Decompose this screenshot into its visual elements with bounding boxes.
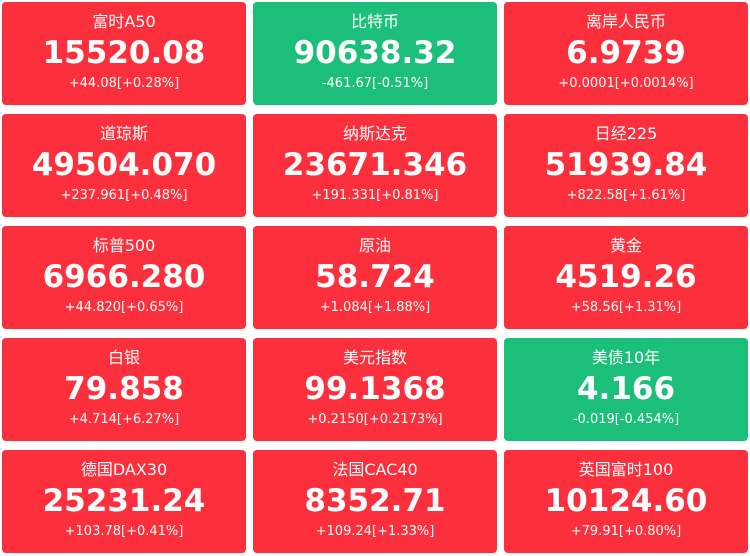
quote-name: 富时A50 xyxy=(92,12,156,31)
quote-tile-dollar-index[interactable]: 美元指数 99.1368 +0.2150[+0.2173%] xyxy=(253,338,497,441)
quote-change: +4.714[+6.27%] xyxy=(68,412,180,427)
quote-price: 79.858 xyxy=(64,371,184,407)
quote-price: 49504.070 xyxy=(31,147,217,183)
quote-price: 99.1368 xyxy=(304,371,446,407)
quote-price: 4519.26 xyxy=(555,259,697,295)
quote-change: +0.0001[+0.0014%] xyxy=(558,76,694,91)
quote-change: +44.08[+0.28%] xyxy=(68,76,180,91)
quote-name: 标普500 xyxy=(92,236,156,255)
quote-tile-gold[interactable]: 黄金 4519.26 +58.56[+1.31%] xyxy=(504,226,748,329)
quote-change: +44.820[+0.65%] xyxy=(64,300,184,315)
quote-tile-ftse-china-a50[interactable]: 富时A50 15520.08 +44.08[+0.28%] xyxy=(2,2,246,105)
quote-price: 6.9739 xyxy=(566,35,686,71)
quote-tile-dax-30[interactable]: 德国DAX30 25231.24 +103.78[+0.41%] xyxy=(2,450,246,553)
quote-name: 法国CAC40 xyxy=(332,460,418,479)
quote-change: +0.2150[+0.2173%] xyxy=(307,412,443,427)
quote-tile-sp-500[interactable]: 标普500 6966.280 +44.820[+0.65%] xyxy=(2,226,246,329)
quote-name: 美债10年 xyxy=(591,348,661,367)
quote-price: 15520.08 xyxy=(42,35,206,71)
quote-price: 51939.84 xyxy=(544,147,708,183)
quote-change: +237.961[+0.48%] xyxy=(60,188,188,203)
quote-name: 纳斯达克 xyxy=(342,124,407,143)
quote-name: 白银 xyxy=(107,348,140,367)
quote-change: -461.67[-0.51%] xyxy=(321,76,429,91)
quote-name: 德国DAX30 xyxy=(80,460,168,479)
quote-name: 道琼斯 xyxy=(99,124,148,143)
quote-change: +79.91[+0.80%] xyxy=(570,524,682,539)
quote-name: 美元指数 xyxy=(342,348,407,367)
quote-tile-crude-oil[interactable]: 原油 58.724 +1.084[+1.88%] xyxy=(253,226,497,329)
quote-tile-bitcoin[interactable]: 比特币 90638.32 -461.67[-0.51%] xyxy=(253,2,497,105)
quote-name: 日经225 xyxy=(594,124,658,143)
quote-name: 离岸人民币 xyxy=(585,12,666,31)
quote-price: 25231.24 xyxy=(42,483,206,519)
quote-tile-offshore-cny[interactable]: 离岸人民币 6.9739 +0.0001[+0.0014%] xyxy=(504,2,748,105)
quote-tile-us-10y-treasury[interactable]: 美债10年 4.166 -0.019[-0.454%] xyxy=(504,338,748,441)
quote-tile-nasdaq[interactable]: 纳斯达克 23671.346 +191.331[+0.81%] xyxy=(253,114,497,217)
quote-tile-dow-jones[interactable]: 道琼斯 49504.070 +237.961[+0.48%] xyxy=(2,114,246,217)
quote-name: 英国富时100 xyxy=(578,460,674,479)
quote-name: 比特币 xyxy=(350,12,399,31)
quote-tile-cac-40[interactable]: 法国CAC40 8352.71 +109.24[+1.33%] xyxy=(253,450,497,553)
quote-tile-nikkei-225[interactable]: 日经225 51939.84 +822.58[+1.61%] xyxy=(504,114,748,217)
quote-change: +103.78[+0.41%] xyxy=(64,524,184,539)
quote-change: +109.24[+1.33%] xyxy=(315,524,435,539)
quote-price: 10124.60 xyxy=(544,483,708,519)
quote-price: 6966.280 xyxy=(42,259,206,295)
quote-price: 8352.71 xyxy=(304,483,446,519)
quote-tile-silver[interactable]: 白银 79.858 +4.714[+6.27%] xyxy=(2,338,246,441)
quote-change: +58.56[+1.31%] xyxy=(570,300,682,315)
quote-change: +191.331[+0.81%] xyxy=(311,188,439,203)
quote-price: 4.166 xyxy=(576,371,676,407)
quote-price: 23671.346 xyxy=(282,147,468,183)
quote-change: -0.019[-0.454%] xyxy=(572,412,680,427)
quote-change: +822.58[+1.61%] xyxy=(566,188,686,203)
quote-name: 黄金 xyxy=(609,236,642,255)
quote-name: 原油 xyxy=(358,236,391,255)
quote-tile-ftse-100[interactable]: 英国富时100 10124.60 +79.91[+0.80%] xyxy=(504,450,748,553)
quote-price: 58.724 xyxy=(315,259,435,295)
quote-change: +1.084[+1.88%] xyxy=(319,300,431,315)
quote-price: 90638.32 xyxy=(293,35,457,71)
